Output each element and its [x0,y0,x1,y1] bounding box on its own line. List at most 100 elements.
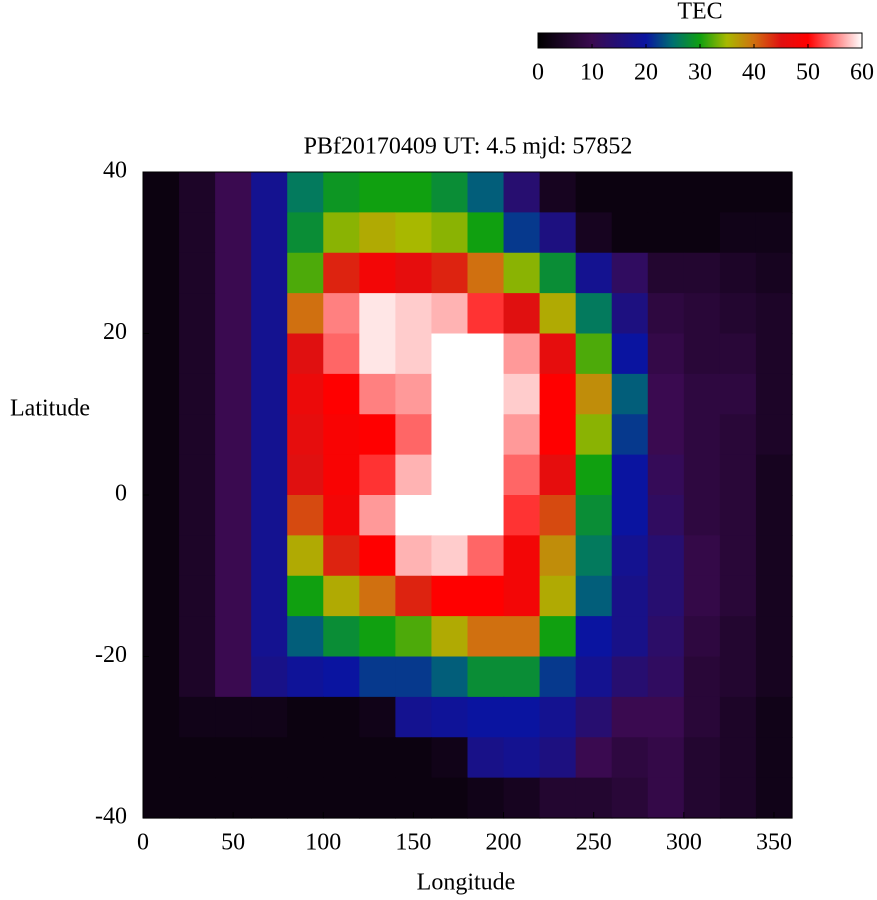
heat-cell [143,333,180,375]
heat-cell [179,373,216,415]
heat-cell [251,454,288,496]
heat-cell [683,616,721,658]
heat-cell [467,777,505,819]
heat-cell [287,656,324,698]
heat-cell [431,414,469,456]
heat-cell [431,616,469,658]
heat-cell [179,333,216,375]
heat-cell [719,737,757,779]
heat-cell [287,212,324,254]
heat-cell [539,495,577,536]
heat-cell [755,575,793,617]
heat-cell [395,616,433,658]
heat-cell [287,616,324,658]
heat-cell [755,616,793,658]
heat-cell [359,252,396,294]
heat-cell [539,414,577,456]
heat-cell [143,495,180,536]
heat-cell [467,737,505,779]
heat-cell [215,656,252,698]
heat-cell [143,535,180,577]
colorbar-tick-label: 20 [634,60,658,86]
heat-cell [323,737,360,779]
heat-cell [359,333,396,375]
y-axis-label: Latitude [10,396,90,422]
heat-cell [647,616,685,658]
heat-cell [719,252,757,294]
heat-cell [359,172,396,213]
heat-cell [359,293,396,335]
heat-cell [467,656,505,698]
heat-cell [215,535,252,577]
heat-cell [467,293,505,335]
heat-cell [503,495,541,536]
heat-cell [539,293,577,335]
heat-cell [359,696,396,738]
heat-cell [539,333,577,375]
heat-cell [251,414,288,456]
heat-cell [575,212,613,254]
heat-cell [395,333,433,375]
heat-cell [251,495,288,536]
heat-cell [359,616,396,658]
heat-cell [611,777,649,819]
heat-cell [683,212,721,254]
heat-cell [539,252,577,294]
heat-cell [503,616,541,658]
heat-cell [719,414,757,456]
heat-cell [575,414,613,456]
heat-cell [179,414,216,456]
heat-cell [683,575,721,617]
heat-cell [611,616,649,658]
heat-cell [215,414,252,456]
heat-cell [215,777,252,819]
heat-cell [647,252,685,294]
heat-cell [575,495,613,536]
heat-cell [647,454,685,496]
heat-cell [503,454,541,496]
heat-cell [611,575,649,617]
heat-cell [647,696,685,738]
heat-cell [359,535,396,577]
heat-cell [575,454,613,496]
heat-cell [647,333,685,375]
heat-cell [503,696,541,738]
colorbar-tick-label: 50 [796,60,820,86]
heat-cell [431,454,469,496]
heat-cell [431,293,469,335]
x-tick-label: 100 [305,830,341,856]
heat-cell [755,172,793,213]
y-tick-label: 0 [115,481,127,507]
heat-cell [755,333,793,375]
heat-cell [647,172,685,213]
heat-cell [215,252,252,294]
heat-cell [755,454,793,496]
heat-cell [395,212,433,254]
heat-cell [719,333,757,375]
heat-cell [611,373,649,415]
heat-cell [503,414,541,456]
heat-cell [611,495,649,536]
heat-cell [647,414,685,456]
heat-cell [287,333,324,375]
colorbar-tick-label: 40 [742,60,766,86]
heat-cell [431,252,469,294]
heat-cell [539,575,577,617]
heat-cell [503,373,541,415]
heat-cell [287,172,324,213]
heat-cell [683,373,721,415]
heat-cell [359,737,396,779]
heat-cell [467,172,505,213]
heat-cell [323,535,360,577]
heat-cell [215,212,252,254]
heat-cell [539,656,577,698]
heat-cell [143,212,180,254]
chart-title: PBf20170409 UT: 4.5 mjd: 57852 [304,134,633,160]
heat-cell [359,373,396,415]
heat-cell [683,737,721,779]
heat-cell [323,373,360,415]
heat-cell [287,535,324,577]
heat-cell [395,535,433,577]
heat-cell [539,616,577,658]
x-tick-label: 350 [756,830,792,856]
